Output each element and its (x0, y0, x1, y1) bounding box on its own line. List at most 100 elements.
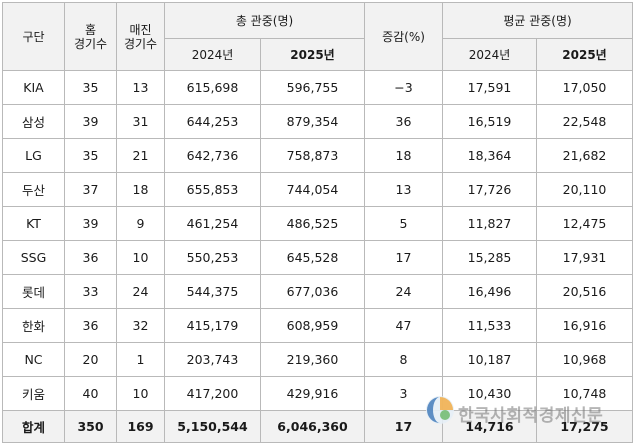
team-cell: SSG (2, 240, 65, 275)
header-change: 증감(%) (364, 2, 443, 71)
avg-2024-cell: 10,430 (442, 376, 537, 411)
total-2025-cell: 879,354 (260, 104, 365, 139)
avg-2025-cell: 21,682 (535, 138, 634, 173)
header-avg-2025: 2025년 (535, 38, 634, 71)
total-2024-cell: 544,375 (164, 274, 261, 309)
change-cell: 18 (364, 138, 443, 173)
avg-2025-cell: 20,516 (535, 274, 634, 309)
header-total-2024: 2024년 (164, 38, 261, 71)
header-home-games-label: 홈 경기수 (73, 22, 108, 51)
team-cell: 삼성 (2, 104, 65, 139)
sellout-games-cell: 21 (116, 138, 165, 173)
header-avg-2024: 2024년 (442, 38, 537, 71)
total-2024-cell: 642,736 (164, 138, 261, 173)
table-row: 키움 40 10 417,200 429,916 3 10,430 10,748 (2, 376, 634, 411)
team-cell: 한화 (2, 308, 65, 343)
table-row: KT 39 9 461,254 486,525 5 11,827 12,475 (2, 206, 634, 241)
header-avg-attendance: 평균 관중(명) (441, 2, 634, 39)
change-cell: 5 (364, 206, 443, 241)
avg-2024-cell: 10,187 (442, 342, 537, 377)
change-cell: 3 (364, 376, 443, 411)
home-games-cell: 36 (64, 308, 117, 343)
sellout-games-cell: 32 (116, 308, 165, 343)
total-2024-cell: 644,253 (164, 104, 261, 139)
header-total-attendance: 총 관중(명) (164, 2, 365, 39)
team-cell: 두산 (2, 172, 65, 207)
sellout-games-cell: 10 (116, 376, 165, 411)
total-2025-cell: 677,036 (260, 274, 365, 309)
team-cell: 키움 (2, 376, 65, 411)
header-division: 구단 (2, 2, 65, 71)
home-games-cell: 39 (64, 206, 117, 241)
avg-2024-cell: 11,533 (442, 308, 537, 343)
change-cell: 36 (364, 104, 443, 139)
sellout-games-cell: 10 (116, 240, 165, 275)
avg-2025-cell: 12,475 (535, 206, 634, 241)
table-row: 롯데 33 24 544,375 677,036 24 16,496 20,516 (2, 274, 634, 309)
total-2024-cell: 417,200 (164, 376, 261, 411)
header-total-2025: 2025년 (260, 38, 365, 71)
home-games-cell: 37 (64, 172, 117, 207)
table-row: NC 20 1 203,743 219,360 8 10,187 10,968 (2, 342, 634, 377)
total-2025-cell: 429,916 (260, 376, 365, 411)
sellout-games-cell: 1 (116, 342, 165, 377)
total-2024-cell: 415,179 (164, 308, 261, 343)
sellout-games-cell: 9 (116, 206, 165, 241)
avg-2024-cell: 15,285 (442, 240, 537, 275)
team-cell: 롯데 (2, 274, 65, 309)
total-2025-cell: 758,873 (260, 138, 365, 173)
avg-2024-cell: 11,827 (442, 206, 537, 241)
change-cell: −3 (364, 70, 443, 105)
total-2025-cell: 596,755 (260, 70, 365, 105)
total-2024-cell: 461,254 (164, 206, 261, 241)
avg-2025-cell: 17,931 (535, 240, 634, 275)
avg-2025-cell: 17,050 (535, 70, 634, 105)
total-2025-cell: 744,054 (260, 172, 365, 207)
sellout-games-cell: 13 (116, 70, 165, 105)
team-cell: LG (2, 138, 65, 173)
sellout-games-cell: 18 (116, 172, 165, 207)
table-body: KIA 35 13 615,698 596,755 −3 17,591 17,050 삼성 39 3… (2, 70, 634, 443)
team-cell: KT (2, 206, 65, 241)
change-cell: 8 (364, 342, 443, 377)
sellout-games-cell: 24 (116, 274, 165, 309)
total-2024-cell: 550,253 (164, 240, 261, 275)
avg-2024-cell: 16,519 (442, 104, 537, 139)
header-sellout-games: 매진 경기수 (116, 2, 165, 71)
team-cell: KIA (2, 70, 65, 105)
table-row: SSG 36 10 550,253 645,528 17 15,285 17,931 (2, 240, 634, 275)
sellout-games-cell: 31 (116, 104, 165, 139)
header-sellout-games-label: 매진 경기수 (123, 22, 158, 51)
home-games-cell: 36 (64, 240, 117, 275)
avg-2025-cell: 10,748 (535, 376, 634, 411)
table-row: LG 35 21 642,736 758,873 18 18,364 21,682 (2, 138, 634, 173)
home-games-cell: 33 (64, 274, 117, 309)
home-games-cell: 39 (64, 104, 117, 139)
change-cell: 24 (364, 274, 443, 309)
change-cell: 47 (364, 308, 443, 343)
avg-2024-cell: 17,591 (442, 70, 537, 105)
total-2025-cell: 486,525 (260, 206, 365, 241)
change-cell: 17 (364, 240, 443, 275)
table-row: 삼성 39 31 644,253 879,354 36 16,519 22,548 (2, 104, 634, 139)
avg-2024-cell: 18,364 (442, 138, 537, 173)
total-2025-cell: 219,360 (260, 342, 365, 377)
table-row: KIA 35 13 615,698 596,755 −3 17,591 17,050 (2, 70, 634, 105)
table-row: 두산 37 18 655,853 744,054 13 17,726 20,110 (2, 172, 634, 207)
total-2024-cell: 655,853 (164, 172, 261, 207)
header-home-games: 홈 경기수 (64, 2, 117, 71)
home-games-cell: 40 (64, 376, 117, 411)
total-2025-cell: 608,959 (260, 308, 365, 343)
home-games-cell: 20 (64, 342, 117, 377)
avg-2024-cell: 17,726 (442, 172, 537, 207)
total-2025-cell: 645,528 (260, 240, 365, 275)
table-row: 한화 36 32 415,179 608,959 47 11,533 16,916 (2, 308, 634, 343)
home-games-cell: 35 (64, 138, 117, 173)
avg-2025-cell: 20,110 (535, 172, 634, 207)
total-2024-cell: 615,698 (164, 70, 261, 105)
change-cell: 13 (364, 172, 443, 207)
total-2024-cell: 203,743 (164, 342, 261, 377)
avg-2025-cell: 22,548 (535, 104, 634, 139)
home-games-cell: 35 (64, 70, 117, 105)
